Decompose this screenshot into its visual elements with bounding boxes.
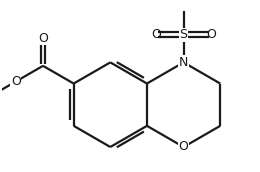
Text: O: O xyxy=(179,141,188,153)
Text: O: O xyxy=(38,32,48,45)
Text: N: N xyxy=(179,56,188,69)
Text: O: O xyxy=(11,75,21,88)
Text: O: O xyxy=(206,28,216,41)
Text: S: S xyxy=(180,28,188,41)
Text: O: O xyxy=(151,28,161,41)
